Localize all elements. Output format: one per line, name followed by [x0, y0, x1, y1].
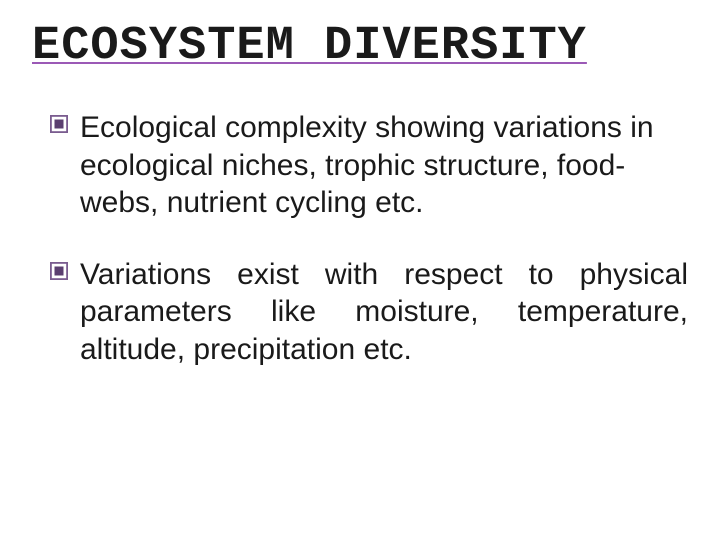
bullet-item: Variations exist with respect to physica… — [56, 256, 688, 369]
bullet-text: Variations exist with respect to physica… — [80, 258, 688, 366]
framed-square-icon — [50, 115, 70, 135]
bullet-item: Ecological complexity showing variations… — [56, 109, 688, 222]
framed-square-icon — [50, 262, 70, 282]
slide-title: ECOSYSTEM DIVERSITY — [32, 20, 688, 73]
bullet-text: Ecological complexity showing variations… — [80, 111, 654, 219]
bullet-list: Ecological complexity showing variations… — [32, 109, 688, 368]
